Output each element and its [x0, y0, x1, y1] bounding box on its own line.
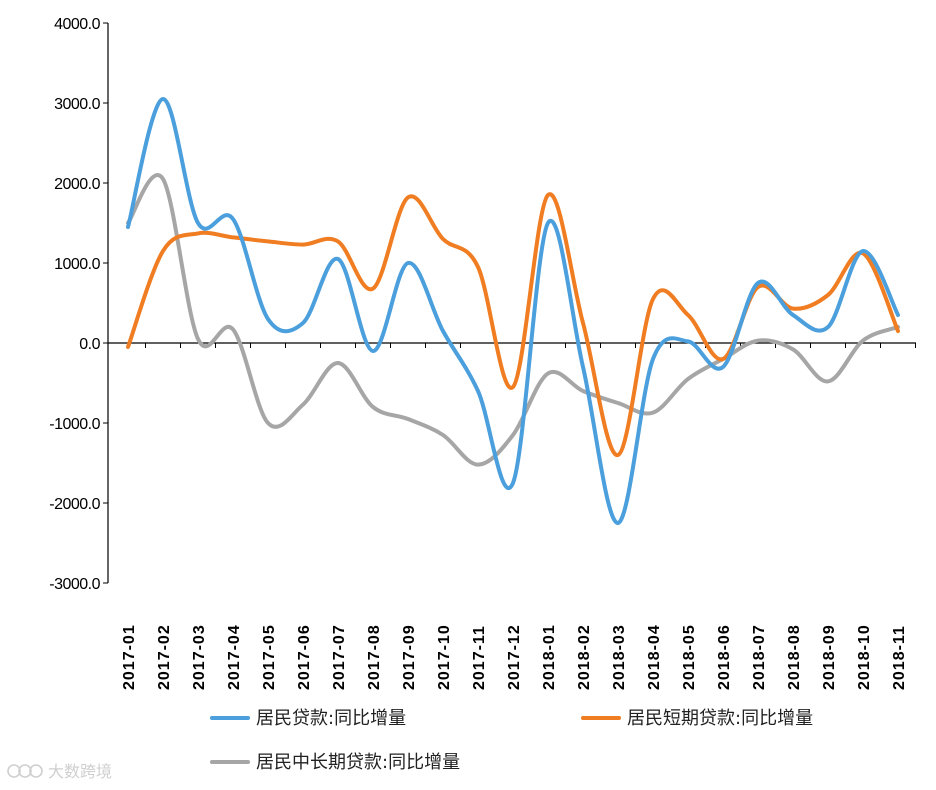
x-axis: 2017-01 2017-02 2017-03 2017-04 2017-05 2017-… — [107, 342, 916, 690]
x-tick-label: 2018-01 — [541, 624, 558, 690]
x-tick-label: 2017-02 — [156, 624, 173, 690]
series-line-long-term-loans — [126, 173, 900, 467]
y-tick-label: -1000.0 — [49, 416, 100, 433]
x-tick-label: 2018-07 — [751, 624, 768, 690]
y-tick-label: 1000.0 — [54, 256, 101, 273]
x-tick-label: 2018-08 — [786, 624, 803, 690]
series-line-resident-loans — [126, 97, 900, 525]
watermark: 大数跨境 — [7, 762, 112, 781]
watermark-text: 大数跨境 — [48, 762, 112, 781]
x-tick-label: 2018-05 — [681, 624, 698, 690]
y-tick-label: -2000.0 — [49, 496, 100, 513]
legend-item-short-term-loans: 居民短期贷款:同比增量 — [581, 708, 813, 729]
y-tick-label: 0.0 — [79, 336, 100, 353]
x-tick-label: 2017-11 — [471, 625, 488, 690]
y-tick-label: -3000.0 — [49, 576, 100, 593]
y-axis: -3000.0 -2000.0 -1000.0 0.0 1000.0 2000.0 3000… — [49, 16, 109, 593]
x-tick-label: 2017-06 — [296, 624, 313, 690]
x-tick-label: 2018-09 — [821, 624, 838, 690]
legend-label-short-term-loans: 居民短期贷款:同比增量 — [627, 708, 813, 729]
legend-label-resident-loans: 居民贷款:同比增量 — [256, 708, 406, 729]
x-tick-label: 2017-12 — [506, 624, 523, 690]
x-tick-label: 2017-01 — [121, 624, 138, 690]
x-tick-label: 2017-03 — [191, 624, 208, 690]
x-tick-label: 2018-02 — [576, 624, 593, 690]
x-tick-label: 2017-05 — [261, 624, 278, 690]
legend-item-resident-loans: 居民贷款:同比增量 — [210, 708, 406, 729]
series-line-short-term-loans — [126, 192, 900, 457]
x-tick-label: 2018-10 — [856, 624, 873, 690]
legend-label-long-term-loans: 居民中长期贷款:同比增量 — [256, 752, 460, 773]
x-tick-label: 2018-11 — [891, 625, 908, 690]
x-tick-label: 2017-04 — [226, 624, 243, 690]
legend: 居民贷款:同比增量 居民短期贷款:同比增量 居民中长期贷款:同比增量 — [210, 708, 813, 773]
y-tick-label: 4000.0 — [54, 16, 101, 33]
y-tick-label: 3000.0 — [54, 96, 101, 113]
x-tick-label: 2017-10 — [436, 624, 453, 690]
y-tick-label: 2000.0 — [54, 176, 101, 193]
x-tick-label: 2017-07 — [331, 624, 348, 690]
x-tick-label: 2018-03 — [611, 624, 628, 690]
watermark-logo-icon — [7, 764, 43, 778]
x-tick-label: 2017-09 — [401, 624, 418, 690]
x-tick-label: 2018-06 — [716, 624, 733, 690]
x-tick-label: 2017-08 — [366, 624, 383, 690]
x-tick-label: 2018-04 — [646, 624, 663, 690]
legend-item-long-term-loans: 居民中长期贷款:同比增量 — [210, 752, 460, 773]
series-lines — [126, 97, 900, 525]
